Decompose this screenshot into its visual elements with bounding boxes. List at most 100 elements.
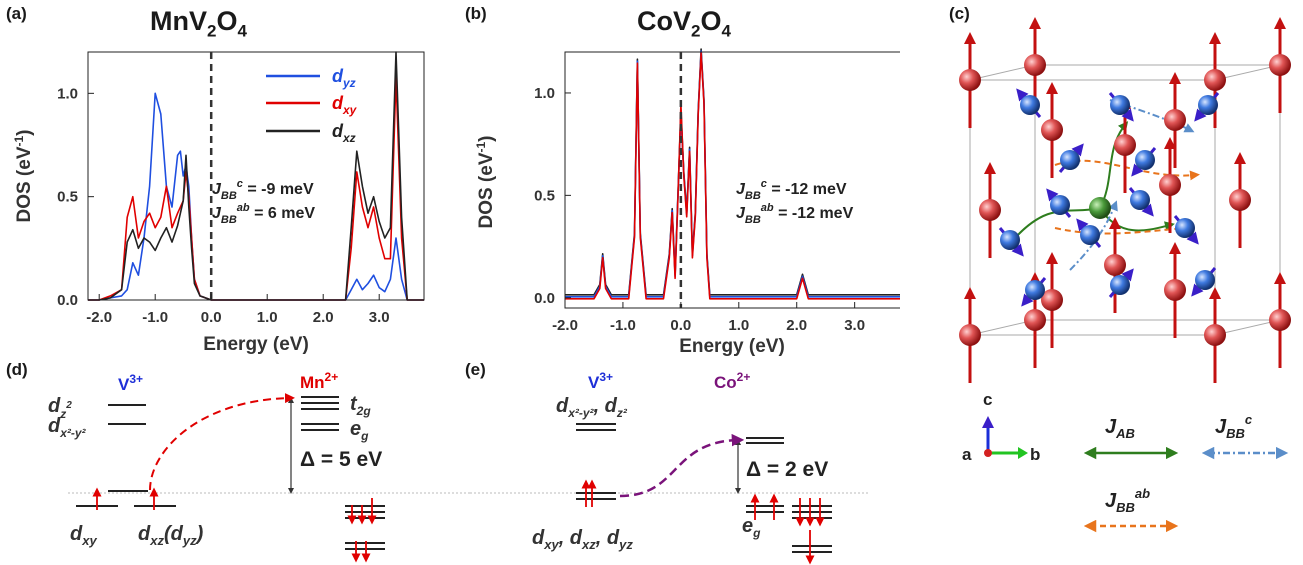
y-axis-label-b: DOS (eV-1) [474,135,497,228]
central-atom [1089,197,1111,219]
delta-label-d: Δ = 5 eV [300,448,382,471]
b-site-atom [1025,280,1045,300]
panel-label-c: (c) [949,4,970,23]
plot-frame-a [87,51,425,301]
jbbab-annotation-a: JBBab = 6 meV [212,202,315,226]
a-site-atom [959,69,981,91]
b-site-atom [1195,270,1215,290]
eg-label-d: eg [350,418,369,443]
panel-title-a: MnV2O4 [150,6,247,41]
eg-label-e: eg [742,515,761,540]
jbbc-path [1109,99,1195,133]
charge-transfer-arrow-d [149,393,295,491]
y-tick-label: 0.5 [57,189,78,206]
energy-diagram-e: V3+ Co2+ dx²-y², dz² Δ = 2 eV dxy, dxz, … [470,370,870,565]
co-t2g-empty [746,437,784,444]
x-tick-label: -2.0 [552,317,578,334]
panel-label-d: (d) [6,360,28,379]
a-site-atom [1024,54,1046,76]
charge-transfer-arrow-e [619,433,745,498]
x-tick-label: 3.0 [369,309,390,326]
y-tick-label: 1.0 [57,85,78,102]
a-site-atom [1204,324,1226,346]
a-axis-dot [984,449,992,457]
dx2y2-label-d: dx²-y² [48,415,87,440]
x-tick-label: 0.0 [670,317,691,334]
x-tick-label: -2.0 [86,309,112,326]
legend-jbbc: JBBc [1215,412,1253,441]
energy-diagram-d: V3+ Mn2+ dz2 dx²-y² t2g eg Δ = 5 eV dxy … [48,370,470,563]
t2g-orbital-label-e: dxy, dxz, dyz [532,527,633,552]
a-site-atom [1269,54,1291,76]
b-site-atom [1135,150,1155,170]
series-line-dxz [88,51,424,301]
dz2-label-d: dz2 [48,395,72,421]
t2g-levels-mn [301,396,339,431]
mn-spins [347,498,377,563]
panel-title-b: CoV2O4 [637,6,731,41]
a-site-atom [1229,189,1251,211]
mn2-label: Mn2+ [300,370,338,392]
jbbc-annotation-b: JBBc = -12 meV [736,178,847,202]
x-tick-label: 2.0 [313,309,334,326]
y-axis-label-a: DOS (eV-1) [12,129,35,222]
series-line-dyz [565,50,900,298]
x-tick-label: 0.0 [201,309,222,326]
dos-chart-b: -2.0 -1.0 0.0 1.0 2.0 3.0 0.0 0.5 1.0 Energy (eV… [474,48,900,357]
legend-jbbab: JBBab [1105,486,1150,515]
crystal-structure: c a b JAB JBBc JBBab [959,17,1291,533]
series-line-dxz [565,48,900,296]
mn-occupied-levels [345,505,385,550]
series-line-dxy [565,52,900,300]
panel-label-a: (a) [6,4,27,23]
a-site-atom [1041,289,1063,311]
v-t2g-levels [576,492,616,500]
a-site-atom [1104,254,1126,276]
b-site-atom [1060,150,1080,170]
panel-label-e: (e) [465,360,486,379]
plot-frame-b [564,51,900,309]
b-site-atom [1130,190,1150,210]
jbbab-annotation-b: JBBab = -12 meV [736,202,854,226]
legend-jab: JAB [1105,416,1135,441]
v3-label-d: V3+ [118,372,143,394]
b-axis-arrowhead [1018,447,1028,459]
a-site-atom [1269,309,1291,331]
y-tick-label: 0.5 [534,187,555,204]
co-t2g-occupied [792,505,832,553]
b-site-atom [1020,95,1040,115]
legend-a: dyz dxy dxz [266,66,358,145]
y-tick-label: 0.0 [534,290,555,307]
b-site-atom [1198,95,1218,115]
a-site-atom [1041,119,1063,141]
x-tick-label: 2.0 [786,317,807,334]
legend-label-dxy: dxy [332,93,358,117]
a-site-atom [1164,109,1186,131]
a-site-atom [959,324,981,346]
a-site-atom [1159,174,1181,196]
x-tick-label: 3.0 [844,317,865,334]
b-site-atom [1080,225,1100,245]
y-tick-label: 1.0 [534,85,555,102]
exchange-legend: JAB JBBc JBBab [1083,412,1289,533]
jab-path [1099,207,1175,232]
b-site-atom [1110,275,1130,295]
a-site-atom [1024,309,1046,331]
b-site-atom [1175,218,1195,238]
axis-triad: c a b [962,390,1040,464]
b-axis-label: b [1030,445,1040,464]
x-axis-label-a: Energy (eV) [203,334,309,355]
delta-label-e: Δ = 2 eV [746,458,828,481]
v3-label-e: V3+ [588,370,613,392]
a-site-atom [1204,69,1226,91]
b-site-atom [1000,230,1020,250]
panel-label-b: (b) [465,4,487,23]
a-site-atom [1114,134,1136,156]
x-tick-label: -1.0 [610,317,636,334]
a-axis-label: a [962,445,972,464]
jbbab-path [1054,223,1190,235]
co-eg-spins [750,493,779,520]
b-site-atom [1050,195,1070,215]
dx2y2-dz2-label-e: dx²-y², dz² [556,395,628,420]
b-site-atom [1110,95,1130,115]
